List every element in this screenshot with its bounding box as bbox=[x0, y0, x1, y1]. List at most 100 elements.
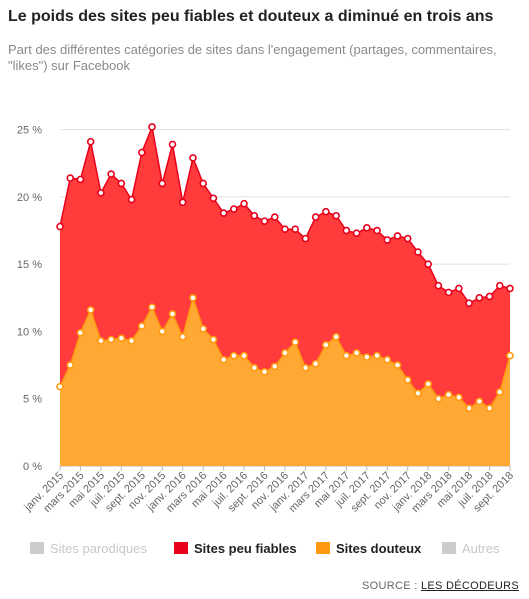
y-tick-label: 10 % bbox=[17, 326, 42, 338]
point-sites-peu-fiables bbox=[138, 148, 146, 157]
point-sites-peu-fiables bbox=[117, 179, 126, 188]
point-sites-douteux bbox=[455, 393, 463, 402]
point-sites-douteux bbox=[383, 355, 392, 364]
point-sites-peu-fiables bbox=[281, 225, 289, 233]
point-sites-douteux bbox=[56, 382, 64, 391]
point-sites-douteux bbox=[393, 361, 402, 369]
point-sites-peu-fiables bbox=[475, 294, 484, 302]
point-sites-peu-fiables bbox=[414, 248, 422, 256]
point-sites-douteux bbox=[178, 333, 187, 341]
legend-swatch bbox=[442, 542, 456, 554]
point-sites-peu-fiables bbox=[189, 154, 197, 162]
point-sites-peu-fiables bbox=[311, 213, 320, 221]
point-sites-douteux bbox=[199, 324, 207, 333]
point-sites-douteux bbox=[434, 394, 443, 403]
y-tick-label: 0 % bbox=[23, 461, 42, 473]
point-sites-peu-fiables bbox=[373, 226, 381, 235]
point-sites-peu-fiables bbox=[56, 222, 64, 231]
point-sites-douteux bbox=[240, 351, 248, 360]
point-sites-peu-fiables bbox=[363, 224, 371, 232]
y-tick-label: 25 % bbox=[17, 125, 42, 137]
legend-item-autres[interactable]: Autres bbox=[442, 540, 500, 558]
point-sites-douteux bbox=[97, 337, 105, 345]
point-sites-douteux bbox=[270, 362, 279, 371]
legend-swatch bbox=[316, 542, 330, 554]
point-sites-peu-fiables bbox=[495, 281, 504, 290]
point-sites-douteux bbox=[301, 363, 310, 372]
point-sites-peu-fiables bbox=[250, 211, 259, 220]
point-sites-peu-fiables bbox=[403, 234, 412, 243]
point-sites-douteux bbox=[281, 349, 289, 357]
point-sites-douteux bbox=[168, 310, 177, 318]
point-sites-douteux bbox=[311, 359, 320, 368]
y-tick-label: 5 % bbox=[23, 394, 42, 406]
legend-item-sites-parodiques[interactable]: Sites parodiques bbox=[30, 540, 147, 558]
point-sites-douteux bbox=[107, 335, 115, 344]
point-sites-douteux bbox=[117, 334, 126, 342]
source-prefix: SOURCE : bbox=[362, 580, 421, 592]
point-sites-peu-fiables bbox=[322, 207, 330, 216]
point-sites-peu-fiables bbox=[383, 236, 392, 244]
point-sites-douteux bbox=[424, 380, 432, 388]
point-sites-douteux bbox=[158, 327, 167, 336]
point-sites-douteux bbox=[291, 338, 300, 347]
point-sites-peu-fiables bbox=[465, 299, 473, 308]
point-sites-peu-fiables bbox=[342, 226, 351, 235]
chart-legend: Sites parodiques Sites peu fiables Sites… bbox=[0, 540, 529, 560]
point-sites-peu-fiables bbox=[301, 234, 310, 243]
legend-item-sites-douteux[interactable]: Sites douteux bbox=[316, 540, 421, 558]
point-sites-douteux bbox=[66, 361, 75, 369]
source-note: SOURCE : LES DÉCODEURS bbox=[362, 580, 519, 592]
legend-item-sites-peu-fiables[interactable]: Sites peu fiables bbox=[174, 540, 297, 558]
chart-title: Le poids des sites peu fiables et douteu… bbox=[8, 8, 494, 25]
point-sites-peu-fiables bbox=[393, 232, 402, 240]
legend-label: Sites parodiques bbox=[50, 541, 147, 556]
area-sites-douteux bbox=[60, 297, 510, 466]
point-sites-peu-fiables bbox=[444, 288, 453, 297]
point-sites-peu-fiables bbox=[240, 199, 248, 208]
legend-swatch bbox=[174, 542, 188, 554]
point-sites-douteux bbox=[363, 353, 371, 361]
point-sites-douteux bbox=[403, 376, 412, 384]
point-sites-peu-fiables bbox=[424, 260, 432, 268]
legend-swatch bbox=[30, 542, 44, 554]
point-sites-peu-fiables bbox=[66, 174, 75, 182]
point-sites-douteux bbox=[465, 404, 473, 412]
point-sites-peu-fiables bbox=[352, 229, 361, 238]
point-sites-douteux bbox=[250, 363, 259, 372]
point-sites-douteux bbox=[230, 351, 238, 360]
point-sites-douteux bbox=[475, 397, 484, 406]
point-sites-peu-fiables bbox=[178, 198, 187, 207]
point-sites-douteux bbox=[342, 351, 351, 360]
point-sites-douteux bbox=[485, 404, 494, 412]
point-sites-douteux bbox=[352, 349, 361, 357]
point-sites-douteux bbox=[219, 355, 228, 364]
point-sites-peu-fiables bbox=[127, 195, 136, 204]
point-sites-peu-fiables bbox=[434, 281, 443, 290]
source-link[interactable]: LES DÉCODEURS bbox=[420, 580, 519, 592]
point-sites-peu-fiables bbox=[230, 205, 238, 213]
chart-subtitle: Part des différentes catégories de sites… bbox=[8, 42, 497, 73]
point-sites-peu-fiables bbox=[97, 189, 105, 197]
y-tick-label: 20 % bbox=[17, 192, 42, 204]
point-sites-douteux bbox=[209, 335, 218, 344]
point-sites-peu-fiables bbox=[86, 137, 95, 146]
point-sites-douteux bbox=[322, 341, 330, 349]
point-sites-peu-fiables bbox=[506, 284, 514, 293]
point-sites-douteux bbox=[260, 368, 269, 376]
point-sites-douteux bbox=[495, 388, 504, 396]
legend-label: Autres bbox=[462, 541, 500, 556]
point-sites-peu-fiables bbox=[260, 217, 269, 225]
point-sites-peu-fiables bbox=[219, 209, 228, 217]
point-sites-douteux bbox=[332, 333, 340, 341]
point-sites-douteux bbox=[189, 294, 197, 302]
point-sites-douteux bbox=[444, 390, 453, 399]
point-sites-douteux bbox=[76, 328, 85, 337]
point-sites-peu-fiables bbox=[291, 225, 300, 233]
point-sites-douteux bbox=[86, 306, 95, 314]
point-sites-peu-fiables bbox=[148, 123, 156, 131]
point-sites-douteux bbox=[138, 322, 146, 330]
area-sites-peu-fiables bbox=[60, 126, 510, 409]
point-sites-douteux bbox=[127, 337, 136, 345]
point-sites-peu-fiables bbox=[199, 179, 207, 188]
